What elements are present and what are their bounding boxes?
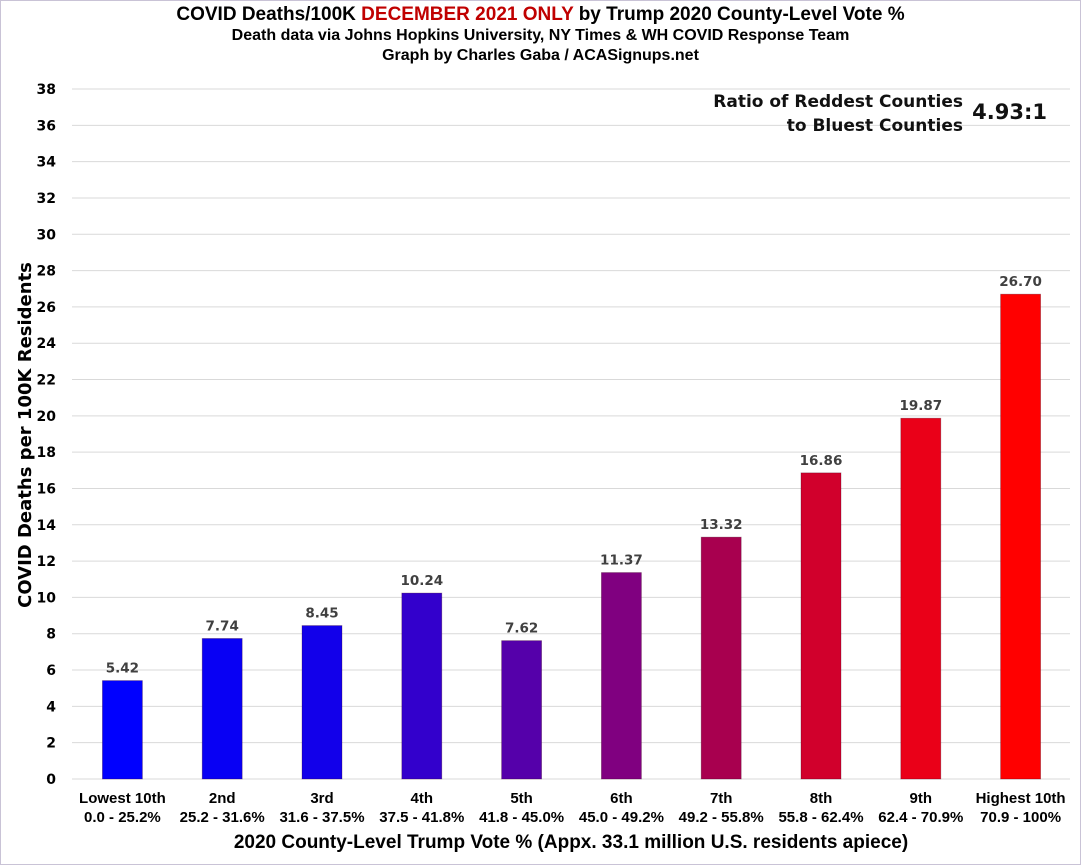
- x-category-range: 25.2 - 31.6%: [180, 809, 265, 826]
- ratio-annotation-value: 4.93:1: [972, 100, 1047, 124]
- bar: [102, 680, 143, 780]
- chart-title-highlight: DECEMBER 2021 ONLY: [361, 4, 574, 25]
- bar: [301, 625, 343, 780]
- x-category-range: 62.4 - 70.9%: [878, 809, 963, 826]
- y-tick-label: 30: [37, 227, 57, 243]
- data-labels: 5.42 7.74 8.45 10.24 7.62 11.37 13.32 16.86 19.8…: [106, 274, 1042, 676]
- x-category-range: 45.0 - 49.2%: [579, 809, 664, 826]
- x-category-range: 0.0 - 25.2%: [84, 809, 161, 826]
- x-category-range: 70.9 - 100%: [980, 809, 1061, 826]
- y-tick-label: 12: [37, 554, 56, 570]
- y-axis-label: COVID Deaths per 100K Residents: [15, 262, 36, 608]
- data-label: 26.70: [999, 274, 1042, 290]
- bar: [601, 572, 642, 780]
- ratio-annotation-line2: to Bluest Counties: [787, 116, 963, 136]
- bar: [800, 472, 842, 780]
- x-category-name: 4th: [411, 790, 434, 807]
- data-label: 11.37: [600, 553, 643, 569]
- chart-titles: COVID Deaths/100K DECEMBER 2021 ONLY by …: [0, 4, 1081, 66]
- y-tick-label: 22: [37, 373, 56, 389]
- y-tick-label: 20: [37, 409, 57, 425]
- x-category-name: 5th: [510, 790, 533, 807]
- y-tick-label: 38: [37, 82, 56, 98]
- x-category-name: 9th: [910, 790, 933, 807]
- y-tick-label: 10: [37, 590, 57, 606]
- data-label: 7.74: [206, 618, 239, 634]
- x-category-range: 55.8 - 62.4%: [778, 809, 863, 826]
- y-tick-label: 14: [37, 518, 57, 534]
- data-label: 16.86: [800, 453, 843, 469]
- data-label: 19.87: [899, 398, 942, 414]
- x-category-range: 41.8 - 45.0%: [479, 809, 564, 826]
- y-tick-label: 6: [46, 663, 56, 679]
- data-label: 13.32: [700, 517, 743, 533]
- bar: [900, 417, 942, 780]
- y-tick-label: 32: [37, 191, 56, 207]
- data-label: 5.42: [106, 661, 139, 677]
- chart-title-prefix: COVID Deaths/100K: [176, 4, 362, 25]
- bar: [501, 640, 543, 780]
- y-tick-label: 4: [46, 699, 56, 715]
- data-label: 10.24: [400, 573, 443, 589]
- y-tick-label: 26: [37, 300, 56, 316]
- ratio-annotation-line1: Ratio of Reddest Counties: [713, 92, 963, 112]
- chart-subtitle-credit: Graph by Charles Gaba / ACASignups.net: [382, 47, 699, 64]
- x-category-name: 2nd: [209, 790, 236, 807]
- y-tick-label: 34: [37, 155, 57, 171]
- y-tick-label: 0: [46, 772, 56, 788]
- x-axis-label: 2020 County-Level Trump Vote % (Appx. 33…: [234, 832, 908, 853]
- x-category-name: 6th: [610, 790, 633, 807]
- y-tick-label: 28: [37, 264, 56, 280]
- bar: [700, 536, 742, 780]
- x-category-name: 8th: [810, 790, 833, 807]
- x-category-name: Lowest 10th: [79, 790, 166, 807]
- x-category-range: 37.5 - 41.8%: [379, 809, 464, 826]
- chart-subtitle-source: Death data via Johns Hopkins University,…: [231, 27, 850, 44]
- data-label: 8.45: [305, 606, 338, 622]
- y-tick-label: 8: [46, 627, 56, 643]
- chart-title-suffix: by Trump 2020 County-Level Vote %: [573, 4, 905, 25]
- data-label: 7.62: [505, 621, 538, 637]
- y-tick-label: 24: [37, 336, 57, 352]
- bar: [201, 638, 243, 780]
- x-axis-categories: Lowest 10th 0.0 - 25.2% 2nd 25.2 - 31.6% 3rd…: [79, 790, 1066, 826]
- y-tick-label: 18: [37, 445, 56, 461]
- ratio-annotation: Ratio of Reddest Counties to Bluest Coun…: [713, 92, 1047, 136]
- y-tick-label: 2: [46, 736, 56, 752]
- x-category-range: 31.6 - 37.5%: [279, 809, 364, 826]
- x-category-range: 49.2 - 55.8%: [679, 809, 764, 826]
- x-category-name: 3rd: [310, 790, 333, 807]
- y-tick-label: 16: [37, 481, 56, 497]
- x-category-name: Highest 10th: [976, 790, 1066, 807]
- bar: [1000, 293, 1041, 780]
- bar: [401, 592, 443, 780]
- x-category-name: 7th: [710, 790, 733, 807]
- chart-title: COVID Deaths/100K DECEMBER 2021 ONLY by …: [0, 4, 1081, 26]
- bars: [102, 293, 1041, 780]
- y-tick-label: 36: [37, 118, 56, 134]
